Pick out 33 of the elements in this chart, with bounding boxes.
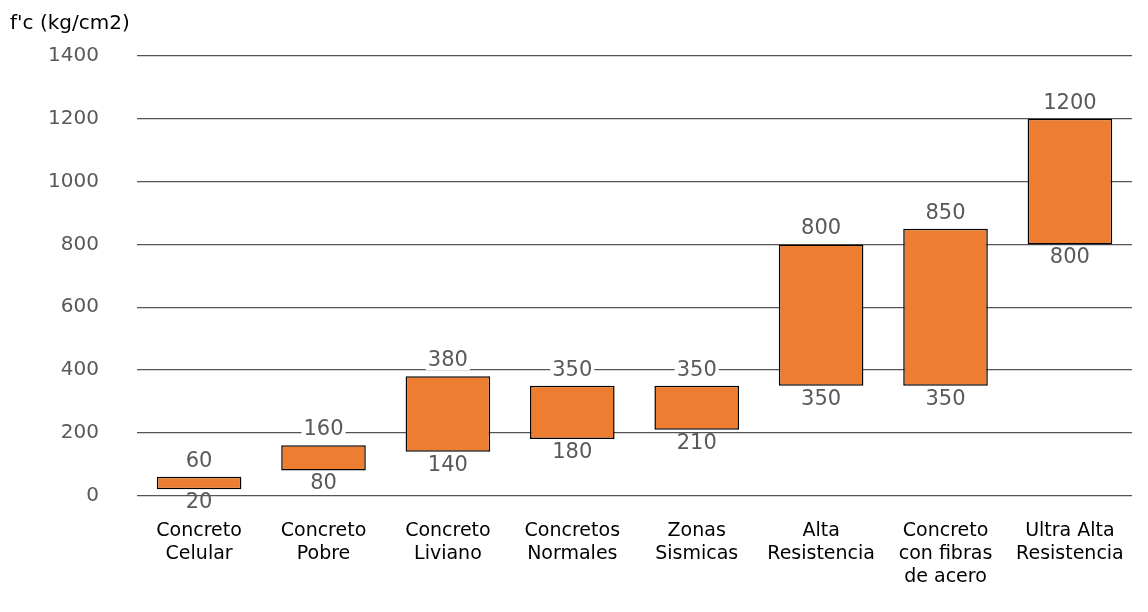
annotation: 140	[427, 451, 468, 476]
y-tick-label: 0	[86, 481, 99, 506]
x-tick-label: Zonas Sismicas	[655, 517, 739, 563]
annotation: 350	[676, 356, 717, 381]
annotation: 80	[310, 470, 337, 495]
annotation: 850	[925, 199, 966, 224]
annotation: 210	[676, 429, 717, 454]
annotation: 60	[185, 447, 213, 472]
y-tick-label: 1400	[47, 42, 99, 67]
y-tick-label: 800	[60, 230, 99, 255]
annotation: 20	[185, 489, 213, 514]
annotation: 800	[801, 215, 842, 240]
annotation: 160	[303, 416, 344, 441]
x-tick-label: Concretos Normales	[524, 517, 621, 563]
y-tick-label: 1200	[47, 105, 99, 129]
x-tick-label: Concreto Liviano	[405, 517, 491, 563]
y-tick-label: 600	[60, 293, 99, 318]
x-tick-label: Concreto Pobre	[280, 517, 367, 563]
y-tick-label: 200	[60, 419, 99, 443]
annotation: 1200	[1043, 89, 1097, 114]
annotation: 800	[1049, 244, 1090, 269]
x-tick-label: Alta Resistencia	[767, 517, 875, 563]
x-tick-label: Ultra Alta Resistencia	[1016, 517, 1124, 563]
annotation: 350	[801, 385, 842, 410]
annotation: 180	[552, 439, 593, 464]
annotation: 350	[552, 356, 593, 381]
y-tick-label: 400	[60, 356, 99, 381]
y-tick-label: 1000	[47, 167, 99, 192]
annotation: 350	[925, 385, 966, 410]
x-tick-label: Concreto Celular	[156, 517, 242, 563]
y-axis-title: f'c (kg/cm2)	[10, 10, 130, 35]
annotation: 380	[427, 347, 468, 372]
x-tick-label: Concreto con fibras de acero	[898, 517, 993, 586]
